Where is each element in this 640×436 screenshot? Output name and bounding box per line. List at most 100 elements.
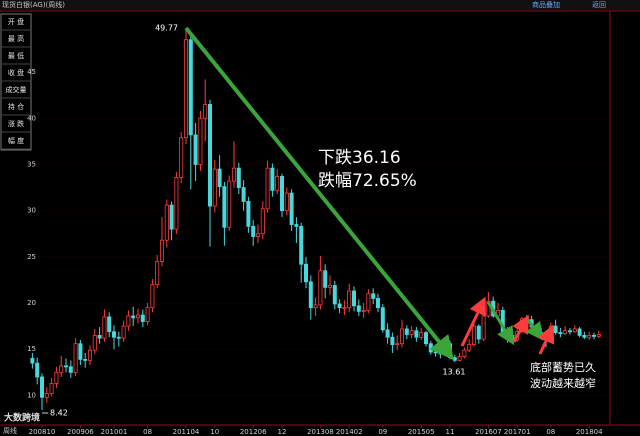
candle-body xyxy=(49,383,54,394)
candle-body xyxy=(366,293,371,311)
candle-body xyxy=(313,304,318,309)
candle-body xyxy=(188,39,193,136)
candle-body xyxy=(73,343,78,373)
candle-body xyxy=(457,356,462,361)
y-tick-label: 10 xyxy=(27,391,36,399)
side-panel-label: 幅 度 xyxy=(8,136,24,145)
candle-body xyxy=(193,134,198,165)
candle-body xyxy=(385,329,390,338)
candle-body xyxy=(318,270,323,306)
top-bar xyxy=(0,0,640,10)
side-panel-box xyxy=(0,13,32,151)
candle-body xyxy=(131,315,136,319)
x-tick-label: 08 xyxy=(143,428,152,436)
rise-arrow xyxy=(537,324,555,355)
candle-body xyxy=(198,117,203,165)
peak-label: 49.77 xyxy=(155,24,178,33)
candle-body xyxy=(572,328,577,333)
candle-body xyxy=(59,365,64,373)
candle-body xyxy=(155,261,160,285)
side-panel-label: 涨 跌 xyxy=(8,119,24,128)
candle-body xyxy=(44,393,49,398)
annotations: 49.77 13.61 8.42 下跌36.16 跌幅72.65% 底部蓄势已久… xyxy=(42,24,596,418)
candle-body xyxy=(107,316,112,333)
candle-body xyxy=(255,233,260,237)
candle-body xyxy=(78,343,83,360)
candle-body xyxy=(212,168,217,207)
candle-body xyxy=(265,167,270,210)
candle-body xyxy=(183,39,188,139)
candle-body xyxy=(467,344,472,351)
candle-body xyxy=(112,331,117,338)
candle-body xyxy=(524,318,529,321)
candle-body xyxy=(164,204,169,241)
drop-text: 下跌36.16 xyxy=(318,148,401,168)
candles: 10 15 20 25 30 35 40 45 200810 200906 201001 08 2011… xyxy=(27,27,610,436)
x-tick-label: 10 xyxy=(210,428,219,436)
candle-body xyxy=(438,352,443,355)
candle-body xyxy=(231,167,236,182)
bottom-text: 底部蓄势已久 xyxy=(530,360,596,374)
candle-body xyxy=(241,187,246,202)
side-panel-label: 最 高 xyxy=(8,34,24,43)
y-tick-label: 40 xyxy=(27,114,36,122)
candle-body xyxy=(337,303,342,309)
start-low-label: 8.42 xyxy=(50,409,68,418)
candle-body xyxy=(327,285,332,288)
x-tick-label: 201104 xyxy=(173,428,200,436)
fall-arrow xyxy=(486,301,515,346)
y-tick-label: 35 xyxy=(27,160,36,168)
candle-body xyxy=(207,103,212,207)
side-panel-label: 最 低 xyxy=(8,51,24,60)
candle-body xyxy=(88,349,93,361)
candle-body xyxy=(375,298,380,309)
candle-body xyxy=(294,224,299,227)
candle-body xyxy=(380,307,385,331)
y-tick-label: 30 xyxy=(27,207,36,215)
x-tick-label: 201308 xyxy=(307,428,334,436)
candle-body xyxy=(203,103,208,119)
candle-body xyxy=(347,290,352,309)
candle-body xyxy=(303,263,308,283)
candle-body xyxy=(481,315,486,340)
candle-body xyxy=(270,167,275,191)
candle-body xyxy=(97,334,102,339)
header-link[interactable]: 返回 xyxy=(592,1,606,9)
candle-body xyxy=(30,358,35,364)
candle-body xyxy=(179,137,184,178)
candle-body xyxy=(452,357,457,361)
candle-body xyxy=(260,208,265,235)
candle-body xyxy=(35,362,40,378)
header-link[interactable]: 商品叠加 xyxy=(532,0,560,9)
candle-body xyxy=(592,334,597,337)
candle-body xyxy=(227,180,232,228)
candle-body xyxy=(419,332,424,338)
y-tick-label: 45 xyxy=(27,68,36,76)
y-tick-label: 25 xyxy=(27,253,36,261)
candle-body xyxy=(40,376,45,398)
candle-body xyxy=(582,334,587,338)
candle-body xyxy=(236,167,241,188)
side-panel-label: 开 盘 xyxy=(8,17,24,26)
candle-body xyxy=(563,330,568,334)
y-tick-label: 20 xyxy=(27,299,36,307)
candle-body xyxy=(54,371,59,384)
x-tick-label: 200810 xyxy=(29,428,56,436)
candle-body xyxy=(217,168,222,188)
candle-body xyxy=(356,305,361,312)
candle-body xyxy=(169,204,174,230)
candle-body xyxy=(423,332,428,345)
candle-body xyxy=(558,332,563,335)
side-panel-label: 成交量 xyxy=(6,85,27,94)
x-tick-label: 11 xyxy=(446,428,455,436)
candle-body xyxy=(371,293,376,299)
candle-body xyxy=(126,315,131,327)
x-tick-label: 09 xyxy=(378,428,387,436)
candle-body xyxy=(92,334,97,351)
candle-body xyxy=(83,359,88,361)
candle-body xyxy=(140,314,145,322)
x-tick-label: 201804 xyxy=(576,428,603,436)
candle-body xyxy=(399,328,404,345)
candle-body xyxy=(121,325,126,339)
